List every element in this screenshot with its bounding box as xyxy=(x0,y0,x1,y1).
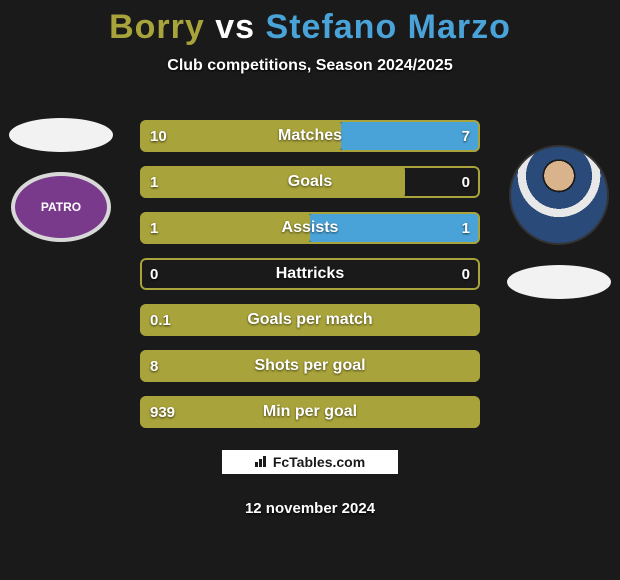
subtitle: Club competitions, Season 2024/2025 xyxy=(0,57,620,75)
bar-track xyxy=(140,212,480,244)
stat-row: Goals10 xyxy=(140,166,480,198)
stats-bars: Matches107 Goals10 Assists11 Hattricks00 Goa… xyxy=(140,120,480,428)
bar-track xyxy=(140,396,480,428)
stat-row: Min per goal939 xyxy=(140,396,480,428)
date-text: 12 november 2024 xyxy=(0,500,620,517)
player1-name: Borry xyxy=(109,8,205,46)
stat-row: Matches107 xyxy=(140,120,480,152)
bar-track xyxy=(140,304,480,336)
stat-row: Goals per match0.1 xyxy=(140,304,480,336)
stat-row: Assists11 xyxy=(140,212,480,244)
club-badge-left: PATRO xyxy=(11,172,111,242)
bar-track xyxy=(140,166,480,198)
player2-name: Stefano Marzo xyxy=(266,8,511,46)
bar-track xyxy=(140,258,480,290)
placeholder-ellipse-left xyxy=(9,118,113,152)
left-column: PATRO xyxy=(6,118,116,242)
comparison-title: Borry vs Stefano Marzo xyxy=(0,0,620,47)
stat-row: Hattricks00 xyxy=(140,258,480,290)
player-photo-right xyxy=(509,145,609,245)
club-label: PATRO xyxy=(41,200,81,214)
placeholder-ellipse-right xyxy=(507,265,611,299)
bar-track xyxy=(140,120,480,152)
right-column xyxy=(504,145,614,299)
site-name: FcTables.com xyxy=(273,454,365,470)
site-badge: FcTables.com xyxy=(220,448,400,476)
vs-text: vs xyxy=(215,8,255,46)
stat-row: Shots per goal8 xyxy=(140,350,480,382)
bar-chart-icon xyxy=(255,455,269,469)
bar-track xyxy=(140,350,480,382)
